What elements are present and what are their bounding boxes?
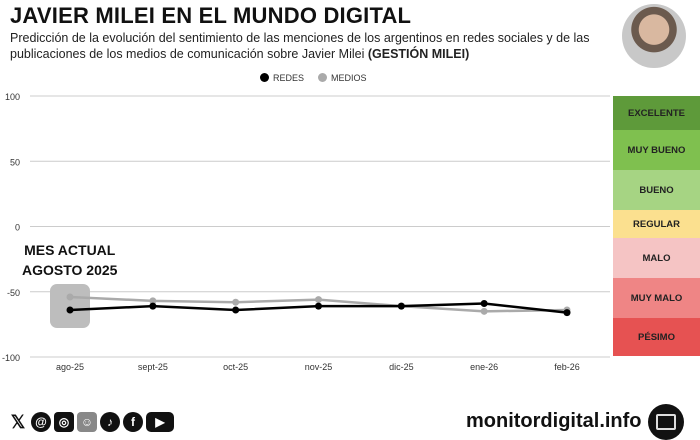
x-tick-label: nov-25 — [305, 362, 333, 372]
x-icon[interactable]: 𝕏 — [10, 411, 26, 432]
data-point-redes — [397, 302, 405, 310]
y-tick-label: 100 — [5, 92, 20, 102]
annotation-line1: MES ACTUAL — [24, 242, 116, 258]
social-icons: 𝕏 @ ◎ ☺ ♪ f ▶ — [8, 412, 174, 432]
legend-medios-marker — [318, 73, 328, 82]
data-point-redes — [232, 306, 240, 314]
monitor-logo-icon — [648, 404, 684, 440]
data-point-medios — [315, 296, 322, 304]
legend-redes-marker — [260, 73, 269, 82]
data-point-medios — [149, 297, 157, 305]
scale-band-muy-malo: MUY MALO — [613, 278, 700, 318]
annotation-line2: AGOSTO 2025 — [22, 262, 118, 278]
data-point-redes — [149, 302, 157, 310]
y-tick-label: 50 — [10, 157, 20, 167]
data-point-redes — [66, 306, 74, 314]
legend-redes: REDES — [260, 73, 304, 83]
y-tick-label: -100 — [2, 353, 20, 363]
milei-photo — [622, 4, 686, 68]
subtitle: Predicción de la evolución del sentimien… — [10, 30, 600, 62]
data-point-medios — [232, 298, 240, 306]
x-tick-label: ago-25 — [56, 362, 84, 372]
legend-medios-label: MEDIOS — [331, 73, 367, 83]
legend: REDES MEDIOS — [260, 73, 367, 83]
subtitle-bold: (GESTIÓN MILEI) — [367, 47, 470, 61]
instagram-icon[interactable]: ◎ — [54, 412, 74, 432]
scale-band-bueno: BUENO — [613, 170, 700, 210]
y-tick-label: 0 — [15, 223, 20, 233]
legend-redes-label: REDES — [273, 73, 305, 83]
facebook-icon[interactable]: f — [123, 412, 143, 432]
x-tick-label: dic-25 — [389, 362, 414, 372]
y-tick-label: -50 — [7, 288, 20, 298]
x-tick-label: sept-25 — [138, 362, 168, 372]
tiktok-icon[interactable]: ♪ — [100, 412, 120, 432]
site-url[interactable]: monitordigital.info — [466, 410, 642, 432]
current-month-annotation: MES ACTUAL AGOSTO 2025 — [22, 240, 117, 280]
scale-band-regular: REGULAR — [613, 210, 700, 238]
x-tick-label: feb-26 — [554, 362, 580, 372]
x-tick-label: oct-25 — [223, 362, 248, 372]
data-point-redes — [315, 302, 322, 310]
data-point-redes — [563, 309, 571, 317]
current-month-highlight — [50, 284, 90, 328]
x-tick-label: ene-26 — [470, 362, 498, 372]
youtube-icon[interactable]: ▶ — [146, 412, 174, 432]
data-point-medios — [480, 307, 488, 315]
scale-band-pésimo: PÉSIMO — [613, 318, 700, 356]
legend-medios: MEDIOS — [318, 73, 367, 83]
scale-band-excelente: EXCELENTE — [613, 96, 700, 130]
data-point-redes — [480, 299, 488, 307]
reddit-icon[interactable]: ☺ — [77, 412, 97, 432]
data-point-medios — [66, 293, 74, 301]
subtitle-text: Predicción de la evolución del sentimien… — [10, 31, 590, 61]
page-title: JAVIER MILEI EN EL MUNDO DIGITAL — [10, 3, 412, 28]
scale-band-malo: MALO — [613, 238, 700, 278]
threads-icon[interactable]: @ — [31, 412, 51, 432]
scale-band-muy-bueno: MUY BUENO — [613, 130, 700, 170]
